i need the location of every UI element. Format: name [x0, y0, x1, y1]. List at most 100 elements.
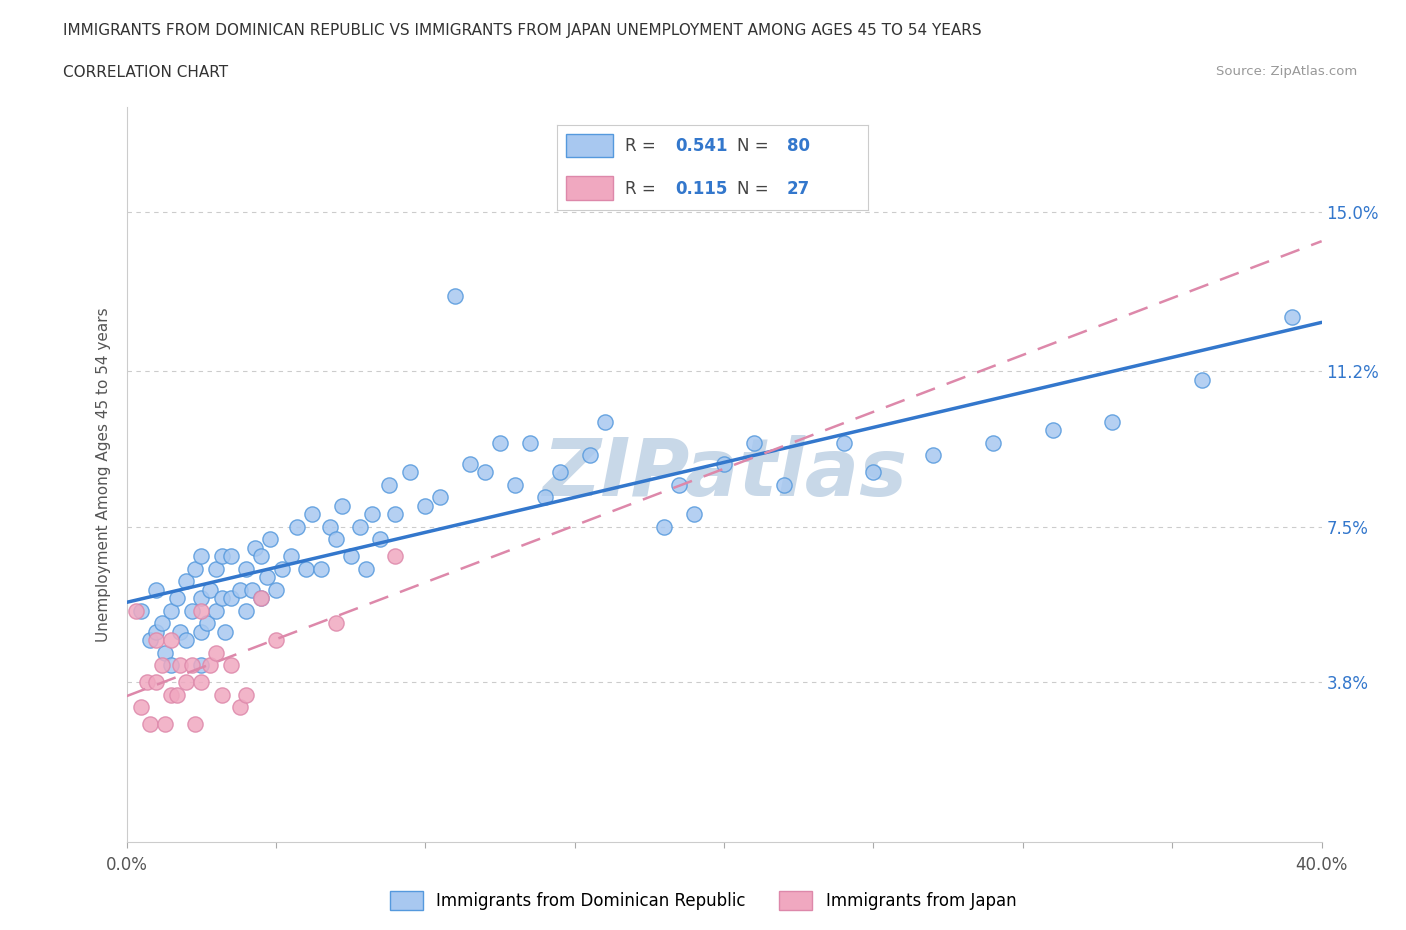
- Point: [474, 465, 496, 480]
- Point: [190, 674, 212, 689]
- Point: [1042, 423, 1064, 438]
- Point: [384, 507, 406, 522]
- Point: [325, 616, 347, 631]
- Point: [181, 604, 204, 618]
- Point: [318, 519, 342, 534]
- Point: [219, 549, 242, 564]
- Point: [166, 591, 188, 605]
- Point: [205, 645, 228, 660]
- Point: [160, 658, 183, 672]
- Point: [683, 507, 706, 522]
- Point: [131, 700, 153, 715]
- Point: [124, 604, 146, 618]
- Point: [229, 582, 252, 597]
- Point: [211, 591, 233, 605]
- Point: [152, 616, 174, 631]
- Point: [190, 549, 212, 564]
- Point: [190, 624, 212, 639]
- Point: [145, 582, 167, 597]
- Point: [578, 448, 600, 463]
- Point: [190, 591, 212, 605]
- Point: [250, 591, 273, 605]
- Point: [519, 435, 541, 450]
- Point: [219, 658, 242, 672]
- Point: [235, 687, 257, 702]
- Point: [169, 624, 191, 639]
- Point: [1281, 310, 1303, 325]
- Point: [235, 604, 257, 618]
- Point: [205, 562, 228, 577]
- Point: [145, 632, 167, 647]
- Point: [294, 562, 316, 577]
- Point: [235, 562, 257, 577]
- Point: [174, 574, 197, 589]
- Text: IMMIGRANTS FROM DOMINICAN REPUBLIC VS IMMIGRANTS FROM JAPAN UNEMPLOYMENT AMONG A: IMMIGRANTS FROM DOMINICAN REPUBLIC VS IM…: [63, 23, 981, 38]
- Point: [713, 457, 735, 472]
- Point: [205, 604, 228, 618]
- Point: [415, 498, 437, 513]
- Point: [309, 562, 332, 577]
- Point: [384, 549, 406, 564]
- Point: [264, 582, 287, 597]
- Point: [339, 549, 361, 564]
- Point: [136, 674, 159, 689]
- Point: [211, 549, 233, 564]
- Point: [264, 632, 287, 647]
- Point: [219, 591, 242, 605]
- Point: [429, 490, 451, 505]
- Point: [131, 604, 153, 618]
- Point: [548, 465, 571, 480]
- Point: [862, 465, 884, 480]
- Point: [280, 549, 302, 564]
- Point: [773, 477, 796, 492]
- Point: [190, 658, 212, 672]
- Point: [139, 632, 162, 647]
- Point: [211, 687, 233, 702]
- Point: [243, 540, 266, 555]
- Point: [301, 507, 323, 522]
- Point: [181, 658, 204, 672]
- Text: CORRELATION CHART: CORRELATION CHART: [63, 65, 228, 80]
- Point: [174, 674, 197, 689]
- Point: [330, 498, 353, 513]
- Point: [503, 477, 526, 492]
- Point: [370, 532, 392, 547]
- Point: [349, 519, 371, 534]
- Point: [256, 570, 278, 585]
- Point: [240, 582, 263, 597]
- Point: [354, 562, 377, 577]
- Point: [184, 717, 207, 732]
- Y-axis label: Unemployment Among Ages 45 to 54 years: Unemployment Among Ages 45 to 54 years: [96, 307, 111, 642]
- Point: [145, 624, 167, 639]
- Point: [285, 519, 308, 534]
- Point: [832, 435, 855, 450]
- Point: [160, 632, 183, 647]
- Point: [200, 582, 222, 597]
- Point: [184, 562, 207, 577]
- Point: [270, 562, 294, 577]
- Point: [200, 658, 222, 672]
- Point: [229, 700, 252, 715]
- Point: [922, 448, 945, 463]
- Point: [174, 632, 197, 647]
- Point: [593, 415, 616, 430]
- Point: [1191, 372, 1213, 387]
- Point: [360, 507, 382, 522]
- Point: [652, 519, 675, 534]
- Point: [160, 687, 183, 702]
- Point: [250, 549, 273, 564]
- Point: [1101, 415, 1123, 430]
- Point: [155, 717, 177, 732]
- Legend: Immigrants from Dominican Republic, Immigrants from Japan: Immigrants from Dominican Republic, Immi…: [382, 884, 1024, 917]
- Point: [981, 435, 1004, 450]
- Point: [160, 604, 183, 618]
- Point: [742, 435, 765, 450]
- Point: [325, 532, 347, 547]
- Point: [399, 465, 422, 480]
- Point: [534, 490, 557, 505]
- Point: [169, 658, 191, 672]
- Point: [214, 624, 236, 639]
- Point: [145, 674, 167, 689]
- Point: [195, 616, 218, 631]
- Point: [139, 717, 162, 732]
